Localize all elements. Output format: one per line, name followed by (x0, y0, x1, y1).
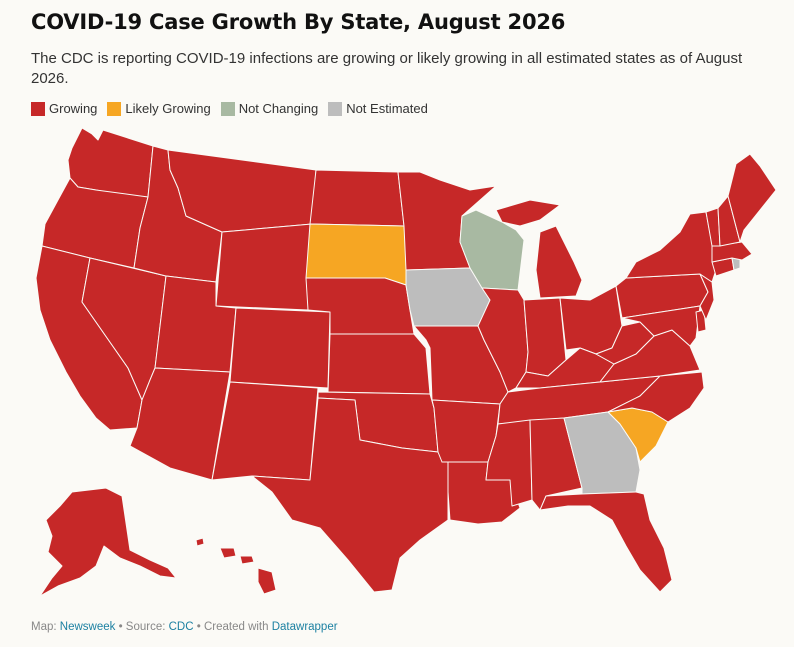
legend-item-not-changing: Not Changing (220, 101, 319, 116)
state-alaska[interactable] (39, 487, 177, 597)
legend-swatch-growing (31, 101, 45, 116)
state-michigan[interactable] (495, 199, 583, 299)
state-new-mexico[interactable] (211, 381, 319, 481)
state-hawaii[interactable] (195, 537, 277, 595)
legend-label-growing: Growing (49, 101, 98, 116)
state-delaware[interactable] (695, 309, 707, 333)
state-new-york[interactable] (625, 211, 717, 283)
state-maine[interactable] (727, 153, 777, 243)
footer-sep1: • Source: (115, 621, 169, 633)
footer-newsweek-link[interactable]: Newsweek (59, 621, 116, 633)
state-kansas[interactable] (327, 333, 431, 395)
legend-label-likely-growing: Likely Growing (125, 101, 211, 116)
map-title: COVID-19 Case Growth By State, August 20… (31, 10, 566, 34)
legend-swatch-not-estimated (328, 101, 343, 116)
us-state-map (35, 127, 777, 597)
legend-swatch-not-changing (220, 101, 235, 116)
legend-item-likely-growing: Likely Growing (107, 101, 211, 116)
map-subtitle: The CDC is reporting COVID-19 infections… (31, 50, 743, 87)
state-texas[interactable] (251, 397, 449, 593)
map-footer: Map: Newsweek • Source: CDC • Created wi… (31, 621, 338, 633)
legend-label-not-changing: Not Changing (238, 101, 319, 116)
footer-cdc-link[interactable]: CDC (168, 621, 194, 633)
state-north-dakota[interactable] (309, 169, 405, 227)
footer-map-prefix: Map: (31, 621, 60, 633)
state-washington[interactable] (67, 127, 154, 198)
state-north-carolina[interactable] (607, 371, 705, 423)
state-maryland[interactable] (621, 305, 701, 347)
legend-swatch-likely-growing (107, 101, 122, 116)
state-arizona[interactable] (129, 367, 231, 481)
state-illinois[interactable] (477, 287, 529, 393)
footer-datawrapper-link[interactable]: Datawrapper (271, 621, 338, 633)
legend-item-growing: Growing (31, 101, 97, 116)
state-florida[interactable] (539, 491, 673, 593)
state-wyoming[interactable] (215, 223, 313, 311)
state-indiana[interactable] (523, 297, 567, 377)
state-arkansas[interactable] (431, 399, 501, 463)
state-colorado[interactable] (229, 307, 331, 389)
state-massachusetts[interactable] (711, 241, 753, 263)
legend-item-not-estimated: Not Estimated (328, 101, 428, 116)
footer-sep2: • Created with (193, 621, 272, 633)
legend-label-not-estimated: Not Estimated (346, 101, 428, 116)
state-south-dakota[interactable] (305, 223, 409, 286)
state-wisconsin[interactable] (459, 209, 525, 291)
legend: Growing Likely Growing Not Changing Not … (31, 101, 428, 116)
